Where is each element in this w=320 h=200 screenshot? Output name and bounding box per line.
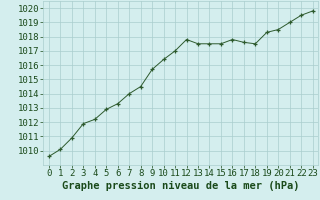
- X-axis label: Graphe pression niveau de la mer (hPa): Graphe pression niveau de la mer (hPa): [62, 181, 300, 191]
